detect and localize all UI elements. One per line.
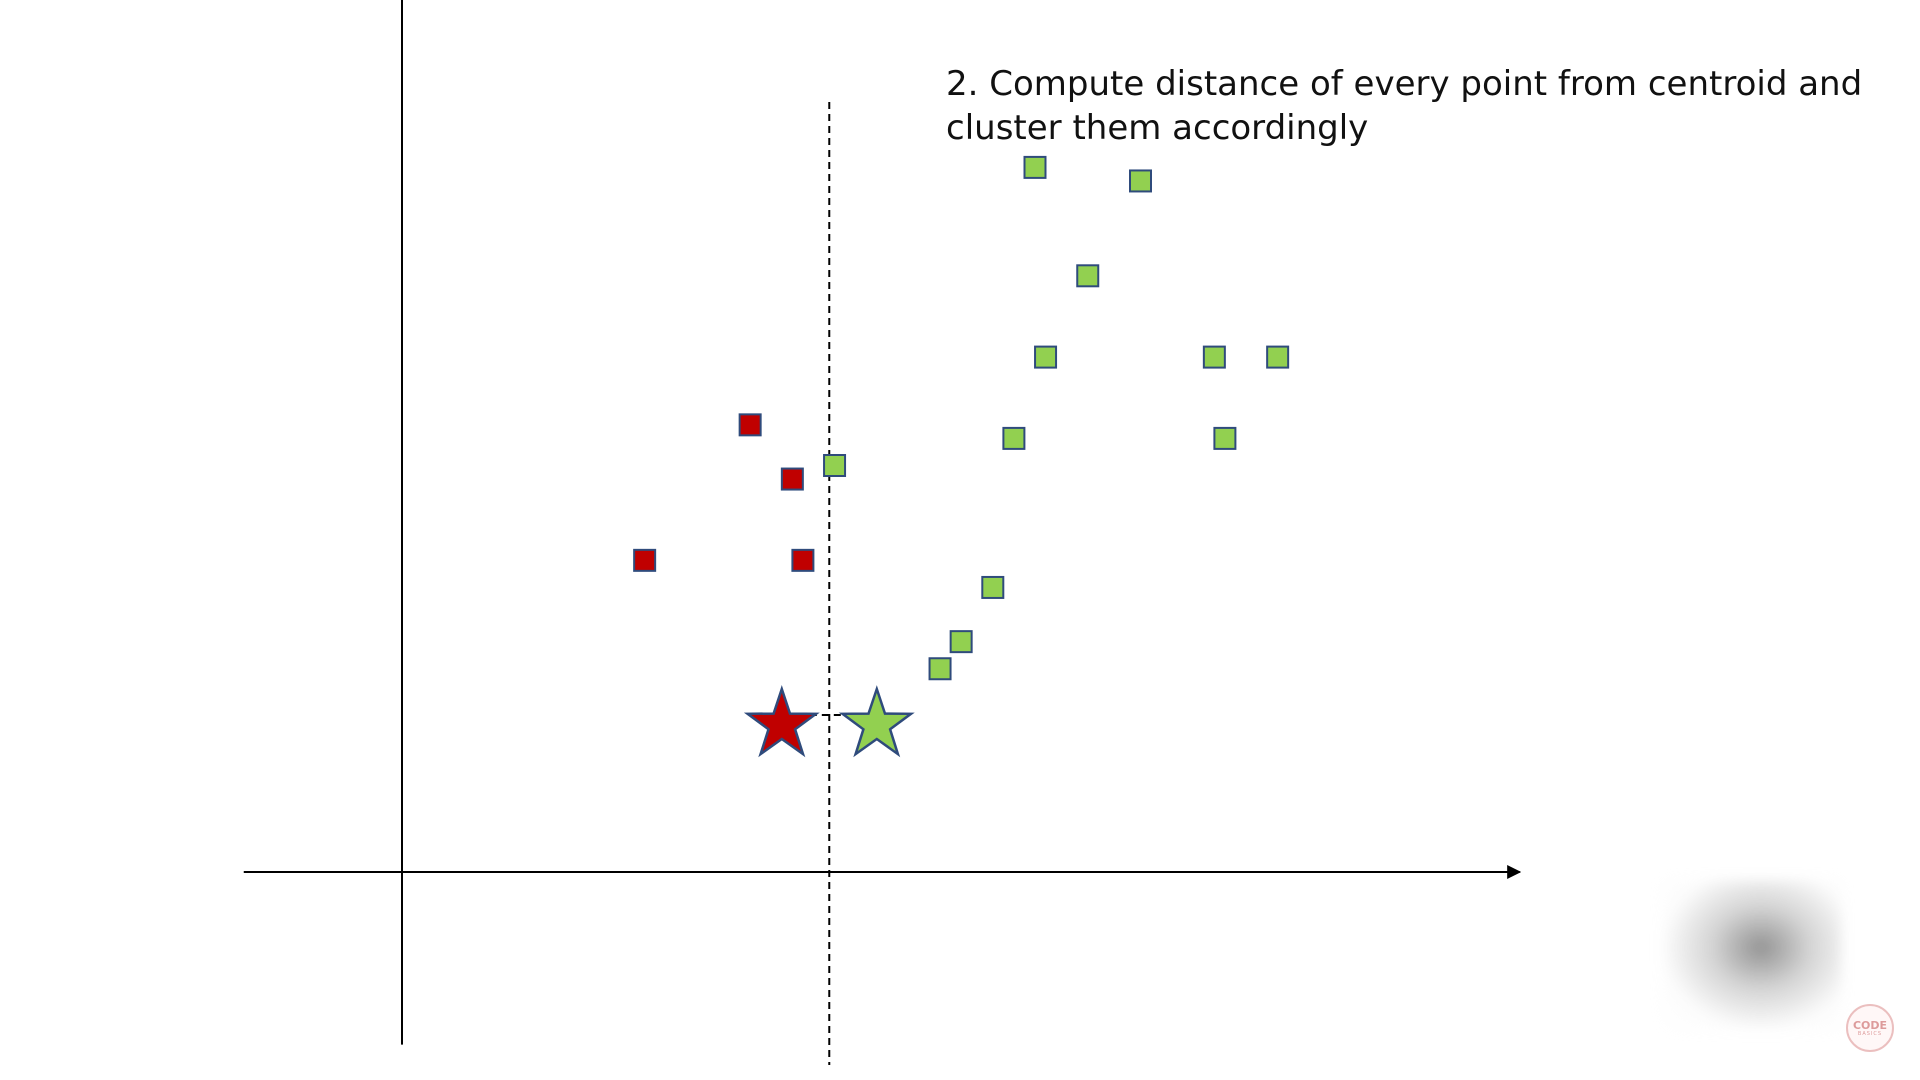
centroids: [743, 685, 915, 758]
caption-line-2: cluster them accordingly: [946, 108, 1369, 148]
caption-line-1: 2. Compute distance of every point from …: [946, 64, 1863, 104]
green-data-point: [928, 657, 952, 681]
green-data-point: [949, 630, 973, 654]
green-data-point: [1034, 345, 1058, 369]
green-data-point: [1002, 426, 1026, 450]
green-data-point: [823, 454, 847, 477]
codebasics-logo: CODE BASICS: [1846, 1004, 1894, 1052]
data-points: [633, 155, 1290, 681]
logo-text-bottom: BASICS: [1857, 1030, 1883, 1037]
red-data-point: [633, 548, 657, 572]
guide-lines: [809, 102, 849, 1065]
red-centroid-star: [743, 685, 820, 758]
logo-text-top: CODE: [1852, 1018, 1888, 1032]
green-centroid-star: [838, 685, 915, 758]
slide-caption: 2. Compute distance of every point from …: [946, 62, 1886, 150]
red-data-point: [780, 467, 804, 491]
axes: [243, 0, 1522, 1045]
red-data-point: [791, 548, 815, 572]
green-data-point: [1266, 345, 1290, 369]
blurred-watermark: [1662, 880, 1842, 1030]
green-data-point: [1129, 169, 1152, 193]
green-data-point: [1202, 345, 1226, 369]
red-data-point: [738, 413, 762, 437]
green-data-point: [1076, 264, 1100, 288]
green-data-point: [981, 575, 1005, 599]
green-data-point: [1023, 155, 1047, 179]
green-data-point: [1213, 426, 1237, 450]
